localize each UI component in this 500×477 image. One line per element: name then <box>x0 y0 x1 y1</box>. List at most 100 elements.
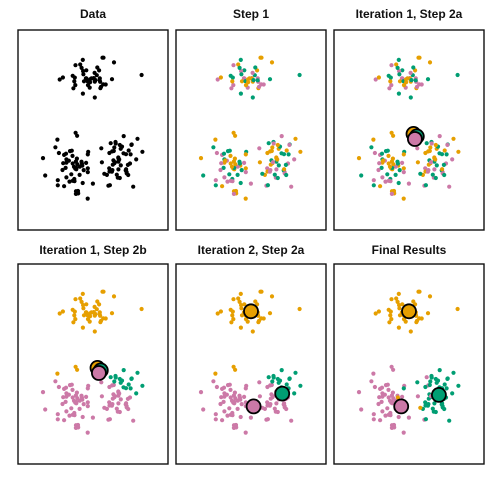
panel-title: Iteration 1, Step 2b <box>39 243 146 257</box>
data-point <box>426 168 431 173</box>
data-point <box>386 153 391 158</box>
data-point <box>239 79 245 84</box>
data-point <box>99 160 104 165</box>
data-point <box>256 318 262 323</box>
data-point <box>376 75 381 80</box>
data-point <box>112 394 118 399</box>
data-point <box>85 83 91 88</box>
data-point <box>107 384 112 390</box>
data-point <box>65 392 70 397</box>
data-point <box>235 406 240 411</box>
data-point <box>219 395 224 400</box>
data-point <box>93 78 98 83</box>
data-point <box>266 375 271 380</box>
data-point <box>55 178 60 183</box>
data-point <box>213 417 218 422</box>
data-point <box>228 395 233 400</box>
data-point <box>430 406 435 411</box>
data-point <box>73 425 78 430</box>
data-point <box>221 165 226 170</box>
data-point <box>423 183 428 188</box>
data-point <box>126 148 131 153</box>
data-point <box>198 390 204 395</box>
data-point <box>287 376 292 381</box>
data-point <box>98 84 104 89</box>
data-point <box>81 303 86 308</box>
data-point <box>268 168 273 173</box>
data-point <box>395 65 400 70</box>
data-point <box>417 289 422 294</box>
data-point <box>80 414 85 420</box>
data-point <box>90 415 95 420</box>
data-point <box>419 316 424 321</box>
data-point <box>385 406 390 411</box>
data-point <box>386 73 391 78</box>
data-point <box>55 137 60 142</box>
data-point <box>269 148 274 154</box>
data-point <box>359 173 364 178</box>
data-point <box>61 395 66 400</box>
data-point <box>265 166 270 171</box>
panel-frame <box>175 29 327 231</box>
data-point <box>451 370 456 375</box>
data-point <box>415 160 420 165</box>
data-point <box>229 320 234 325</box>
data-point <box>248 181 253 186</box>
data-point <box>77 172 82 177</box>
data-point <box>110 402 115 407</box>
data-point <box>376 167 381 173</box>
panel-iter1b: Iteration 1, Step 2b <box>17 243 169 465</box>
data-point <box>267 77 273 82</box>
data-point <box>389 364 394 369</box>
data-point <box>284 406 289 412</box>
data-point <box>219 161 224 166</box>
centroid-pink <box>406 131 423 147</box>
data-point <box>293 370 298 375</box>
data-point <box>73 297 78 302</box>
data-point <box>386 412 391 417</box>
data-point <box>231 425 236 430</box>
data-point <box>92 329 97 334</box>
data-point <box>433 409 438 415</box>
data-point <box>117 175 122 181</box>
data-point <box>400 68 405 73</box>
centroid-orange <box>243 303 259 320</box>
data-point <box>118 163 123 168</box>
data-point <box>275 142 280 148</box>
data-point <box>239 72 244 77</box>
data-point <box>43 173 48 178</box>
data-point <box>270 394 276 399</box>
data-point <box>411 65 416 70</box>
data-point <box>228 412 233 417</box>
data-point <box>261 82 266 87</box>
data-point <box>111 60 117 65</box>
data-point <box>371 178 376 183</box>
data-point <box>413 78 418 83</box>
data-point <box>432 167 437 172</box>
data-point <box>72 313 77 318</box>
data-point <box>298 383 303 388</box>
data-point <box>379 399 384 404</box>
data-point <box>265 183 270 188</box>
data-point <box>394 62 399 67</box>
data-point <box>445 142 450 147</box>
data-point <box>80 91 85 96</box>
data-point <box>380 175 385 180</box>
data-point <box>55 371 60 376</box>
data-point <box>81 79 87 84</box>
data-point <box>63 399 68 404</box>
data-point <box>70 73 75 78</box>
data-point <box>442 406 447 412</box>
data-point <box>57 77 62 82</box>
data-point <box>99 380 104 385</box>
data-point <box>250 70 255 75</box>
data-point <box>394 296 399 301</box>
data-point <box>408 95 413 100</box>
data-point <box>67 179 72 184</box>
data-point <box>81 402 86 407</box>
data-point <box>396 291 401 296</box>
data-point <box>79 65 84 70</box>
data-point <box>225 383 231 388</box>
data-point <box>239 313 245 318</box>
